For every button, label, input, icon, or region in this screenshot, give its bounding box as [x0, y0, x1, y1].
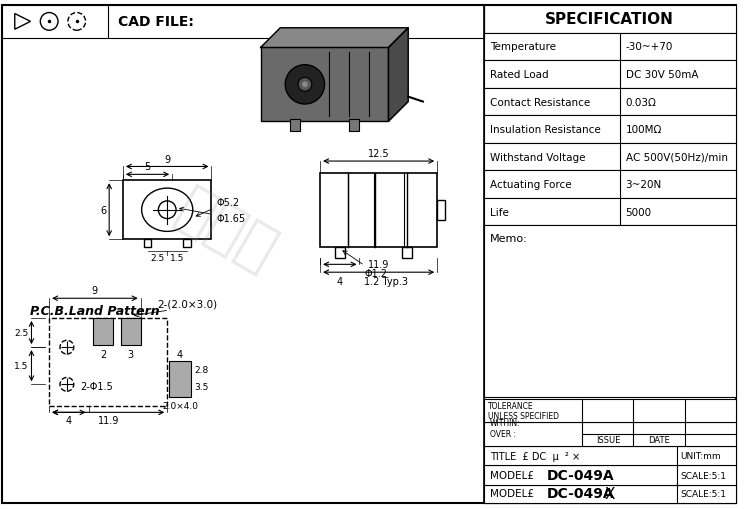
Text: Actuating Force: Actuating Force: [490, 180, 572, 190]
Text: Life: Life: [490, 207, 508, 217]
Text: DC-049A: DC-049A: [547, 468, 614, 483]
Bar: [484, 6, 736, 34]
Bar: [484, 446, 736, 466]
Text: DC 30V 50mA: DC 30V 50mA: [626, 70, 698, 80]
Bar: [335, 247, 345, 259]
Text: 3~20N: 3~20N: [626, 180, 662, 190]
Text: X: X: [604, 487, 615, 501]
Text: Temperature: Temperature: [490, 42, 556, 52]
Bar: [484, 226, 736, 397]
Bar: [143, 240, 152, 248]
Bar: [484, 171, 736, 199]
Text: 4: 4: [66, 415, 72, 426]
Text: 0.03Ω: 0.03Ω: [626, 97, 656, 107]
Bar: [2, 6, 484, 39]
Text: DC-049A: DC-049A: [547, 486, 614, 500]
Text: 6: 6: [100, 205, 106, 215]
Text: WITHIN:
OVER :: WITHIN: OVER :: [490, 418, 520, 438]
Text: 2: 2: [100, 350, 106, 360]
Bar: [484, 483, 736, 503]
Bar: [50, 318, 167, 407]
Text: UNIT:mm: UNIT:mm: [680, 451, 722, 460]
Bar: [484, 422, 736, 446]
Bar: [320, 174, 437, 247]
Text: CAD FILE:: CAD FILE:: [118, 15, 194, 30]
Text: 9: 9: [164, 154, 170, 164]
Text: 2.8: 2.8: [195, 365, 209, 374]
Text: SCALE:5:1: SCALE:5:1: [680, 489, 727, 497]
Text: 2-(2.0×3.0): 2-(2.0×3.0): [158, 298, 218, 308]
Text: 2-Φ1.5: 2-Φ1.5: [81, 382, 113, 391]
Bar: [350, 120, 359, 132]
Polygon shape: [261, 29, 408, 48]
Text: SPECIFICATION: SPECIFICATION: [545, 12, 674, 27]
Bar: [484, 61, 736, 89]
Text: 鹏程佳: 鹏程佳: [166, 179, 286, 281]
Text: Contact Resistance: Contact Resistance: [490, 97, 590, 107]
Bar: [484, 399, 736, 422]
Bar: [484, 485, 736, 503]
Text: TOLERANCE
UNLESS SPECIFIED: TOLERANCE UNLESS SPECIFIED: [488, 401, 559, 420]
Text: 2.5: 2.5: [14, 328, 28, 337]
Text: Withstand Voltage: Withstand Voltage: [490, 152, 585, 162]
Bar: [123, 181, 211, 240]
Bar: [484, 89, 736, 116]
Bar: [261, 48, 388, 122]
Circle shape: [302, 82, 307, 88]
Text: MODEL£: MODEL£: [490, 470, 534, 480]
Text: 5: 5: [145, 162, 151, 172]
Text: 2.0×4.0: 2.0×4.0: [162, 401, 198, 410]
Bar: [183, 240, 190, 248]
Bar: [94, 318, 113, 346]
Text: P.C.B.Land Pattern: P.C.B.Land Pattern: [29, 304, 159, 317]
Text: -30~+70: -30~+70: [626, 42, 673, 52]
Circle shape: [285, 66, 325, 105]
Text: 100MΩ: 100MΩ: [626, 125, 662, 135]
Text: 3: 3: [128, 350, 134, 360]
Text: Insulation Resistance: Insulation Resistance: [490, 125, 601, 135]
Bar: [290, 120, 300, 132]
Text: Φ1.65: Φ1.65: [180, 208, 245, 223]
Text: Φ1.2: Φ1.2: [343, 251, 388, 279]
Text: 4: 4: [177, 350, 183, 359]
Ellipse shape: [142, 189, 193, 232]
Bar: [170, 361, 190, 397]
Text: ISSUE: ISSUE: [596, 436, 620, 444]
Text: 11.9: 11.9: [368, 260, 389, 270]
Bar: [121, 318, 141, 346]
Bar: [484, 144, 736, 171]
Text: TITLE  £ DC  μ  ² ×: TITLE £ DC μ ² ×: [490, 451, 580, 461]
Text: 1.5: 1.5: [170, 253, 184, 263]
Text: 5000: 5000: [626, 207, 652, 217]
Text: 12.5: 12.5: [368, 149, 389, 159]
Bar: [484, 466, 736, 485]
Text: 2.5: 2.5: [150, 253, 164, 263]
Text: Memo:: Memo:: [490, 234, 527, 244]
Text: AC 500V(50Hz)/min: AC 500V(50Hz)/min: [626, 152, 728, 162]
Bar: [484, 34, 736, 61]
Text: SCALE:5:1: SCALE:5:1: [680, 471, 727, 480]
Text: MODEL£: MODEL£: [490, 488, 534, 498]
Text: 1.5: 1.5: [14, 361, 28, 371]
Bar: [402, 247, 412, 259]
Text: 3.5: 3.5: [195, 383, 209, 391]
Text: 4: 4: [337, 276, 343, 287]
Text: Φ5.2: Φ5.2: [196, 197, 239, 217]
Text: 9: 9: [92, 286, 98, 296]
Bar: [484, 199, 736, 226]
Text: 1.2 Typ.3: 1.2 Typ.3: [364, 276, 409, 287]
Circle shape: [298, 78, 312, 92]
Polygon shape: [388, 29, 408, 122]
Text: DATE: DATE: [648, 436, 670, 444]
Bar: [484, 116, 736, 144]
Text: 11.9: 11.9: [98, 415, 119, 426]
Text: Rated Load: Rated Load: [490, 70, 548, 80]
Bar: [437, 201, 445, 220]
